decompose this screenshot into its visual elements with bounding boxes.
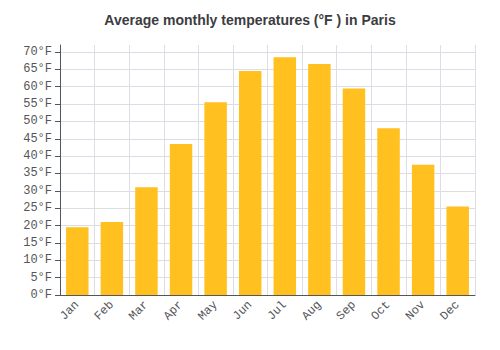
svg-text:May: May <box>195 298 220 323</box>
svg-text:10°F: 10°F <box>23 253 52 267</box>
svg-text:70°F: 70°F <box>23 45 52 59</box>
svg-text:Aug: Aug <box>299 298 324 323</box>
svg-text:Apr: Apr <box>161 298 186 323</box>
svg-text:45°F: 45°F <box>23 132 52 146</box>
svg-text:Jan: Jan <box>57 298 82 323</box>
svg-text:65°F: 65°F <box>23 62 52 76</box>
svg-text:20°F: 20°F <box>23 219 52 233</box>
svg-text:50°F: 50°F <box>23 114 52 128</box>
svg-text:Oct: Oct <box>368 298 393 323</box>
svg-text:Feb: Feb <box>92 298 117 323</box>
svg-text:5°F: 5°F <box>30 271 52 285</box>
svg-text:55°F: 55°F <box>23 97 52 111</box>
svg-text:Average monthly temperatures (: Average monthly temperatures (°F ) in Pa… <box>104 12 396 28</box>
svg-text:Nov: Nov <box>403 298 428 323</box>
svg-text:40°F: 40°F <box>23 149 52 163</box>
svg-text:60°F: 60°F <box>23 80 52 94</box>
svg-text:30°F: 30°F <box>23 184 52 198</box>
svg-text:0°F: 0°F <box>30 288 52 302</box>
svg-text:Jun: Jun <box>230 298 255 323</box>
svg-text:Sep: Sep <box>334 298 359 323</box>
svg-text:Mar: Mar <box>126 298 151 323</box>
svg-text:35°F: 35°F <box>23 166 52 180</box>
svg-text:25°F: 25°F <box>23 201 52 215</box>
svg-text:Dec: Dec <box>438 298 463 323</box>
svg-text:Jul: Jul <box>265 298 290 323</box>
svg-text:15°F: 15°F <box>23 236 52 250</box>
